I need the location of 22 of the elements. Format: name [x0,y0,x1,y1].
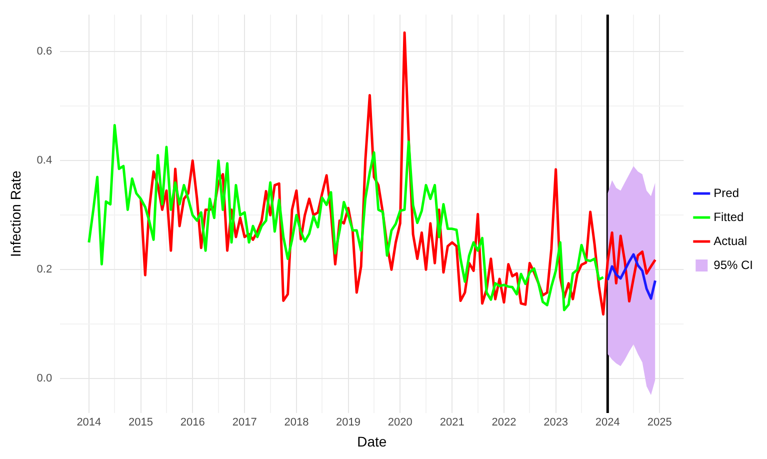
legend-label: Actual [714,234,748,248]
x-axis-title: Date [357,433,387,450]
legend-label: Fitted [714,210,744,224]
y-axis-title: Infection Rate [7,170,24,257]
x-tick-label: 2015 [128,416,154,429]
y-tick-label: 0.4 [36,154,52,167]
x-tick-label: 2019 [336,416,361,429]
legend-label: Pred [714,186,740,200]
x-tick-label: 2018 [284,416,309,429]
x-tick-label: 2023 [544,416,568,429]
x-tick-label: 2014 [76,416,102,429]
x-tick-label: 2025 [647,416,672,429]
x-tick-label: 2016 [180,416,205,429]
x-tick-label: 2020 [388,416,412,429]
x-tick-label: 2017 [232,416,257,429]
legend-label: 95% CI [714,258,754,272]
y-tick-label: 0.0 [36,372,52,385]
y-tick-label: 0.2 [36,264,52,276]
x-tick-label: 2021 [440,416,464,429]
x-tick-label: 2024 [595,416,620,429]
y-tick-label: 0.6 [36,46,52,58]
x-tick-label: 2022 [492,416,516,429]
